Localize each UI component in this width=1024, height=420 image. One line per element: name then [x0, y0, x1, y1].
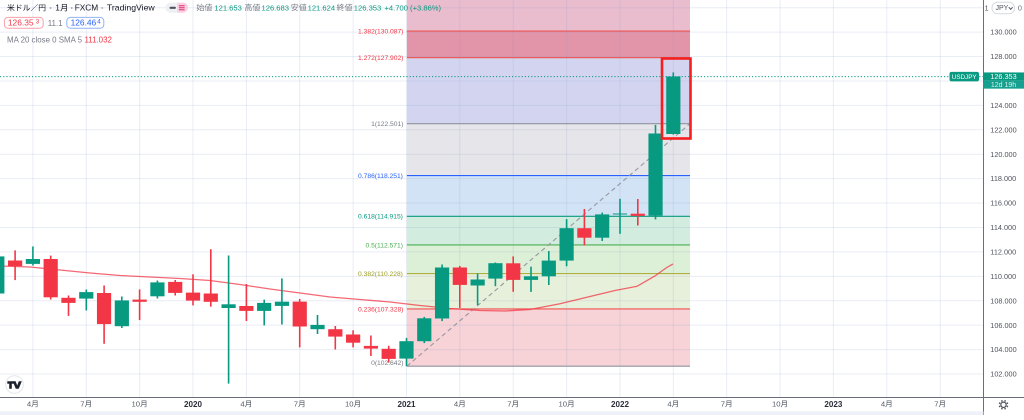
svg-text:FXCM: FXCM — [75, 3, 99, 13]
svg-text:10: 10 — [772, 400, 781, 409]
svg-text:114.000: 114.000 — [990, 223, 1016, 232]
svg-text:JPY: JPY — [996, 5, 1009, 12]
svg-text:1(122.501): 1(122.501) — [371, 121, 403, 128]
svg-text:4: 4 — [97, 19, 101, 26]
svg-text:10: 10 — [558, 400, 567, 409]
svg-text:112.000: 112.000 — [990, 248, 1016, 257]
svg-text:0.382(110.228): 0.382(110.228) — [358, 271, 403, 278]
svg-text:10: 10 — [132, 400, 141, 409]
svg-text:2022: 2022 — [611, 400, 630, 409]
svg-text:0.5(112.571): 0.5(112.571) — [366, 242, 403, 249]
svg-text:2023: 2023 — [824, 400, 843, 409]
svg-text:7: 7 — [80, 400, 84, 409]
svg-text:+4.700 (+3.86%): +4.700 (+3.86%) — [385, 4, 442, 13]
svg-text:126.353: 126.353 — [990, 72, 1016, 81]
svg-text:121.624: 121.624 — [308, 4, 335, 13]
svg-text:4: 4 — [667, 400, 672, 409]
svg-text:1: 1 — [55, 3, 60, 13]
svg-text:104.000: 104.000 — [990, 345, 1016, 354]
svg-text:7: 7 — [721, 400, 725, 409]
svg-text:MA 20 close 0 SMA 5: MA 20 close 0 SMA 5 — [7, 35, 83, 44]
svg-text:110.000: 110.000 — [990, 272, 1016, 281]
svg-text:11.1: 11.1 — [48, 19, 64, 28]
svg-text:130.000: 130.000 — [990, 28, 1016, 37]
svg-text:10: 10 — [345, 400, 354, 409]
svg-text:1.272(127.902): 1.272(127.902) — [358, 55, 403, 62]
svg-text:121.653: 121.653 — [214, 4, 241, 13]
svg-text:1: 1 — [985, 3, 989, 12]
svg-text:126.683: 126.683 — [262, 4, 289, 13]
svg-text:120.000: 120.000 — [990, 150, 1016, 159]
svg-text:0.618(114.915): 0.618(114.915) — [358, 214, 403, 221]
svg-text:2021: 2021 — [397, 400, 416, 409]
svg-text:7: 7 — [934, 400, 938, 409]
svg-text:0: 0 — [1018, 3, 1022, 12]
svg-text:122.000: 122.000 — [990, 125, 1016, 134]
svg-text:126.353: 126.353 — [354, 4, 381, 13]
svg-text:116.000: 116.000 — [990, 199, 1016, 208]
svg-text:0.786(118.251): 0.786(118.251) — [358, 173, 403, 180]
svg-text:124.000: 124.000 — [990, 101, 1016, 110]
svg-text:118.000: 118.000 — [990, 174, 1016, 183]
svg-text:0(102.642): 0(102.642) — [371, 360, 403, 367]
svg-text:126.35: 126.35 — [8, 18, 34, 28]
svg-text:111.032: 111.032 — [85, 35, 112, 44]
svg-text:128.000: 128.000 — [990, 52, 1016, 61]
svg-text:4: 4 — [27, 400, 32, 409]
svg-text:2020: 2020 — [184, 400, 203, 409]
svg-text:USDJPY: USDJPY — [952, 74, 978, 81]
svg-text:3: 3 — [36, 19, 40, 26]
svg-text:108.000: 108.000 — [990, 296, 1016, 305]
svg-text:1.382(130.087): 1.382(130.087) — [358, 28, 403, 35]
svg-text:0.236(107.328): 0.236(107.328) — [358, 306, 403, 313]
svg-text:4: 4 — [240, 400, 245, 409]
svg-text:102.000: 102.000 — [990, 370, 1016, 379]
svg-text:4: 4 — [881, 400, 886, 409]
svg-text:7: 7 — [294, 400, 298, 409]
svg-text:TradingView: TradingView — [107, 3, 156, 13]
svg-text:126.46: 126.46 — [71, 18, 97, 28]
svg-text:7: 7 — [507, 400, 511, 409]
svg-text:12d 19h: 12d 19h — [991, 82, 1016, 89]
svg-text:106.000: 106.000 — [990, 321, 1016, 330]
svg-text:4: 4 — [454, 400, 459, 409]
